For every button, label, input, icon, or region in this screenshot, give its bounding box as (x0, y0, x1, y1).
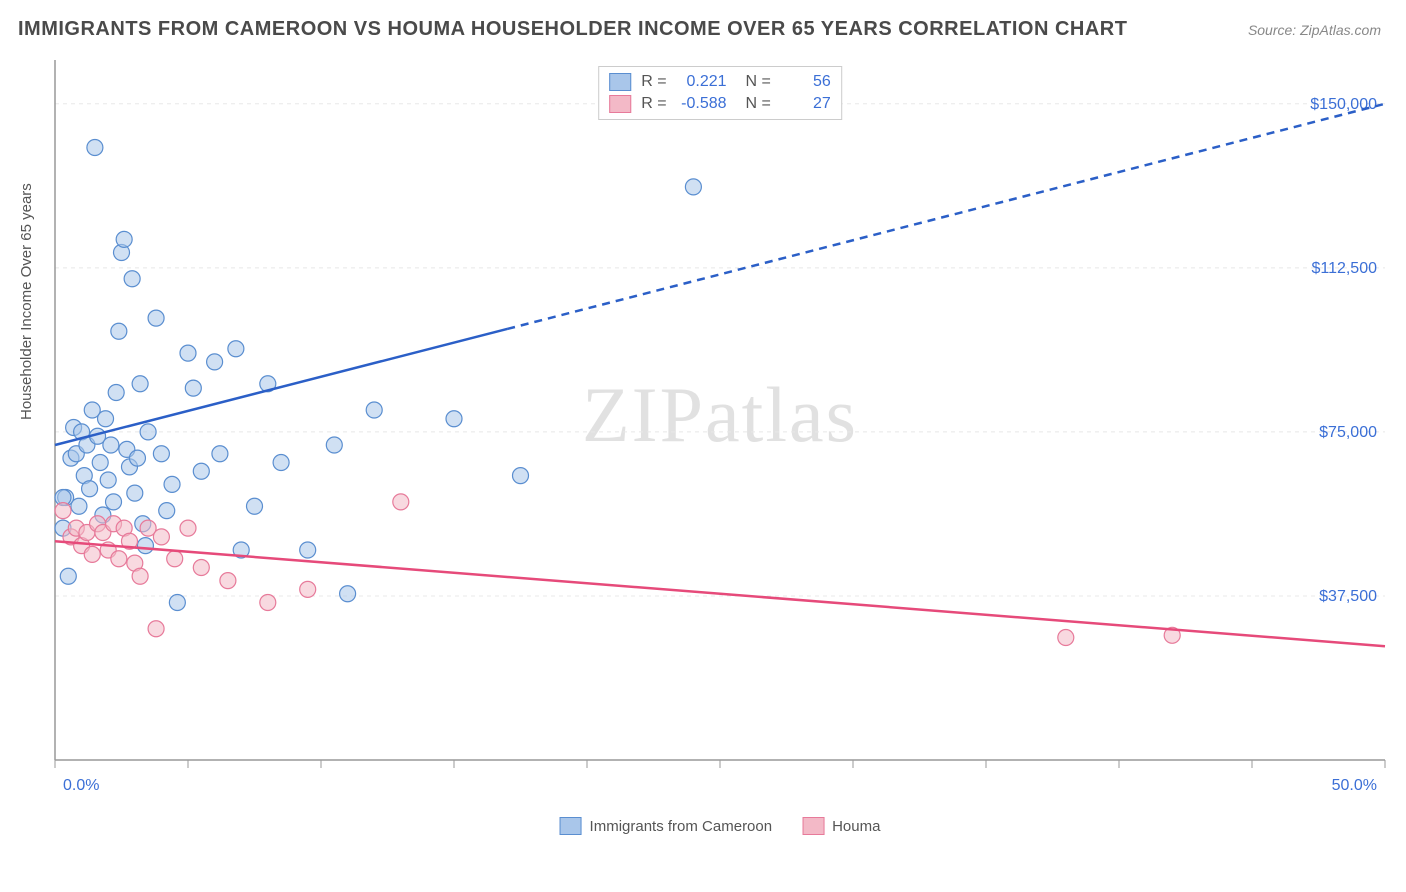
svg-text:0.0%: 0.0% (63, 777, 99, 794)
series-legend: Immigrants from Cameroon Houma (560, 817, 881, 835)
n-value-2: 27 (781, 95, 831, 113)
legend-label-2: Houma (832, 818, 880, 835)
legend-item-1: Immigrants from Cameroon (560, 817, 773, 835)
y-axis-label: Householder Income Over 65 years (18, 183, 35, 420)
legend-label-1: Immigrants from Cameroon (590, 818, 773, 835)
legend-swatch-b1 (560, 817, 582, 835)
legend-swatch-1 (609, 73, 631, 91)
svg-text:$112,500: $112,500 (1311, 260, 1377, 277)
n-value-1: 56 (781, 73, 831, 91)
svg-text:50.0%: 50.0% (1332, 777, 1377, 794)
legend-swatch-b2 (802, 817, 824, 835)
r-label: R = (641, 73, 666, 91)
legend-row-series1: R = 0.221 N = 56 (609, 71, 831, 93)
legend-swatch-2 (609, 95, 631, 113)
legend-row-series2: R = -0.588 N = 27 (609, 93, 831, 115)
chart-plot-area: ZIPatlas R = 0.221 N = 56 R = -0.588 N =… (55, 60, 1385, 800)
r-value-1: 0.221 (677, 73, 727, 91)
r-value-2: -0.588 (677, 95, 727, 113)
chart-title: IMMIGRANTS FROM CAMEROON VS HOUMA HOUSEH… (18, 18, 1127, 41)
legend-item-2: Houma (802, 817, 880, 835)
svg-text:$150,000: $150,000 (1310, 96, 1377, 113)
correlation-legend: R = 0.221 N = 56 R = -0.588 N = 27 (598, 66, 842, 120)
n-label: N = (737, 95, 771, 113)
source-attribution: Source: ZipAtlas.com (1248, 22, 1381, 38)
svg-text:$75,000: $75,000 (1319, 424, 1377, 441)
scatter-plot-svg: $37,500 $75,000 $112,500 $150,000 0.0% 50.0% (55, 60, 1385, 800)
svg-text:$37,500: $37,500 (1319, 588, 1377, 605)
n-label: N = (737, 73, 771, 91)
r-label: R = (641, 95, 666, 113)
